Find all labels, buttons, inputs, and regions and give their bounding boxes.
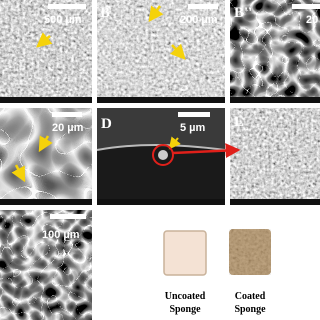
arrow	[11, 164, 26, 183]
sem-image	[0, 108, 92, 205]
panel-label: E	[234, 114, 244, 130]
particle	[158, 150, 168, 160]
scale-bar	[50, 214, 86, 219]
info-bar	[97, 199, 225, 205]
arrow	[148, 5, 164, 23]
arrow	[170, 43, 186, 60]
info-bar	[97, 97, 225, 103]
info-bar	[0, 199, 92, 205]
coated-texture	[229, 229, 271, 275]
panel-label: B	[100, 5, 110, 21]
sem-edge	[96, 144, 226, 151]
sponge-caption: Sponge	[234, 304, 266, 315]
zoom-arrow	[172, 143, 241, 159]
scale-bar	[48, 4, 86, 9]
scale-label: 20 µm	[52, 122, 84, 134]
arrow	[38, 135, 53, 153]
arrow	[168, 136, 181, 150]
info-bar	[230, 199, 320, 205]
scale-label: 20	[306, 14, 318, 26]
scale-label: 5 µm	[180, 122, 206, 134]
sponge-caption: Coated	[235, 291, 266, 302]
scale-bar	[292, 4, 320, 9]
scale-bar	[52, 112, 82, 117]
sponge-caption: Uncoated	[165, 291, 206, 302]
scale-label: 100 µm	[42, 229, 80, 241]
scale-bar	[188, 4, 218, 9]
scale-bar	[178, 112, 210, 117]
sem-image	[0, 0, 92, 103]
sponge-caption: Sponge	[169, 304, 201, 315]
panel-label: B''	[234, 5, 252, 21]
info-bar	[230, 97, 320, 103]
sem-image	[230, 108, 320, 205]
sem-image	[230, 0, 320, 103]
highlight-circle	[152, 144, 174, 166]
info-bar	[0, 97, 92, 103]
scale-label: 500 µm	[44, 14, 82, 26]
panel-label: D	[101, 116, 112, 132]
scale-label: 200 µm	[180, 14, 218, 26]
uncoated-sponge	[163, 230, 207, 276]
arrow	[36, 32, 53, 48]
sem-surface	[97, 145, 225, 205]
sem-image	[0, 210, 92, 320]
